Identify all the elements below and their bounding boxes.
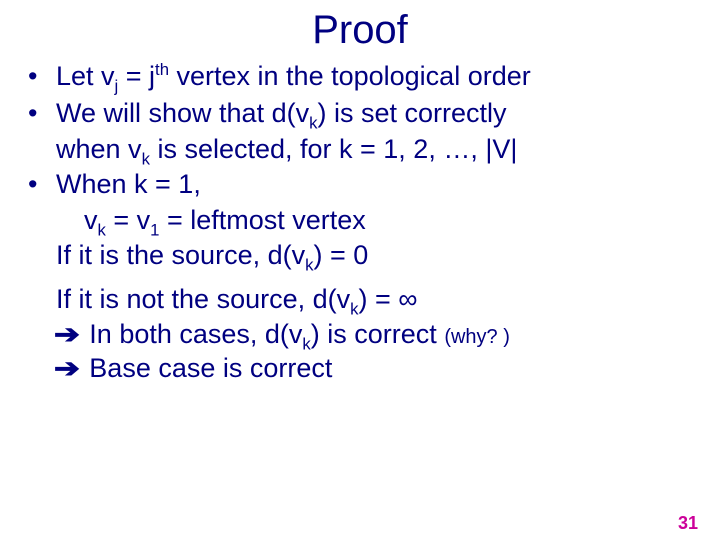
sup: th bbox=[155, 60, 169, 79]
bullet-text: We will show that d(vk) is set correctly bbox=[56, 96, 692, 131]
arrow-icon: ➔ bbox=[54, 318, 80, 351]
line-if-source: If it is the source, d(vk) = 0 bbox=[28, 238, 692, 273]
infinity-icon: ∞ bbox=[398, 284, 417, 314]
arrow-icon: ➔ bbox=[54, 352, 80, 385]
t: vertex in the topological order bbox=[169, 61, 531, 91]
sub: k bbox=[302, 334, 310, 353]
t: ) is correct bbox=[311, 319, 445, 349]
line-both-cases: ➔ In both cases, d(vk) is correct (why? … bbox=[28, 317, 692, 352]
t: In both cases, d(v bbox=[82, 319, 303, 349]
sub: k bbox=[98, 221, 106, 240]
t: If it is not the source, d(v bbox=[56, 284, 350, 314]
line-base-case: ➔ Base case is correct bbox=[28, 351, 692, 386]
t: = j bbox=[118, 61, 155, 91]
t: If it is the source, d(v bbox=[56, 240, 305, 270]
bullet-1: • Let vj = jth vertex in the topological… bbox=[28, 59, 692, 94]
t: Base case is correct bbox=[82, 353, 333, 383]
bullet-dot: • bbox=[28, 59, 56, 94]
t: ) = 0 bbox=[313, 240, 368, 270]
bullet-dot: • bbox=[28, 167, 56, 202]
sub: k bbox=[350, 300, 358, 319]
sub: k bbox=[142, 149, 150, 168]
t: is selected, for k = 1, 2, …, |V| bbox=[150, 134, 517, 164]
why-note: (why? ) bbox=[444, 326, 510, 348]
t: Let v bbox=[56, 61, 115, 91]
bullet-text: When k = 1, bbox=[56, 167, 692, 202]
bullet-2: • We will show that d(vk) is set correct… bbox=[28, 96, 692, 131]
t: = leftmost vertex bbox=[159, 205, 365, 235]
bullet-3: • When k = 1, bbox=[28, 167, 692, 202]
t: when v bbox=[56, 134, 142, 164]
t: We will show that d(v bbox=[56, 98, 309, 128]
bullet-text: Let vj = jth vertex in the topological o… bbox=[56, 59, 692, 94]
t: = v bbox=[106, 205, 150, 235]
line-vk-v1: vk = v1 = leftmost vertex bbox=[28, 203, 692, 238]
bullet-dot: • bbox=[28, 96, 56, 131]
bullet-2-cont: when vk is selected, for k = 1, 2, …, |V… bbox=[28, 132, 692, 167]
t: ) is set correctly bbox=[317, 98, 506, 128]
slide-number: 31 bbox=[678, 513, 698, 534]
t: When k = 1, bbox=[56, 169, 201, 199]
line-if-not-source: If it is not the source, d(vk) = ∞ bbox=[28, 282, 692, 317]
slide-title: Proof bbox=[0, 8, 720, 53]
slide-body: • Let vj = jth vertex in the topological… bbox=[0, 59, 720, 386]
t: v bbox=[84, 205, 98, 235]
t: ) = bbox=[359, 284, 399, 314]
